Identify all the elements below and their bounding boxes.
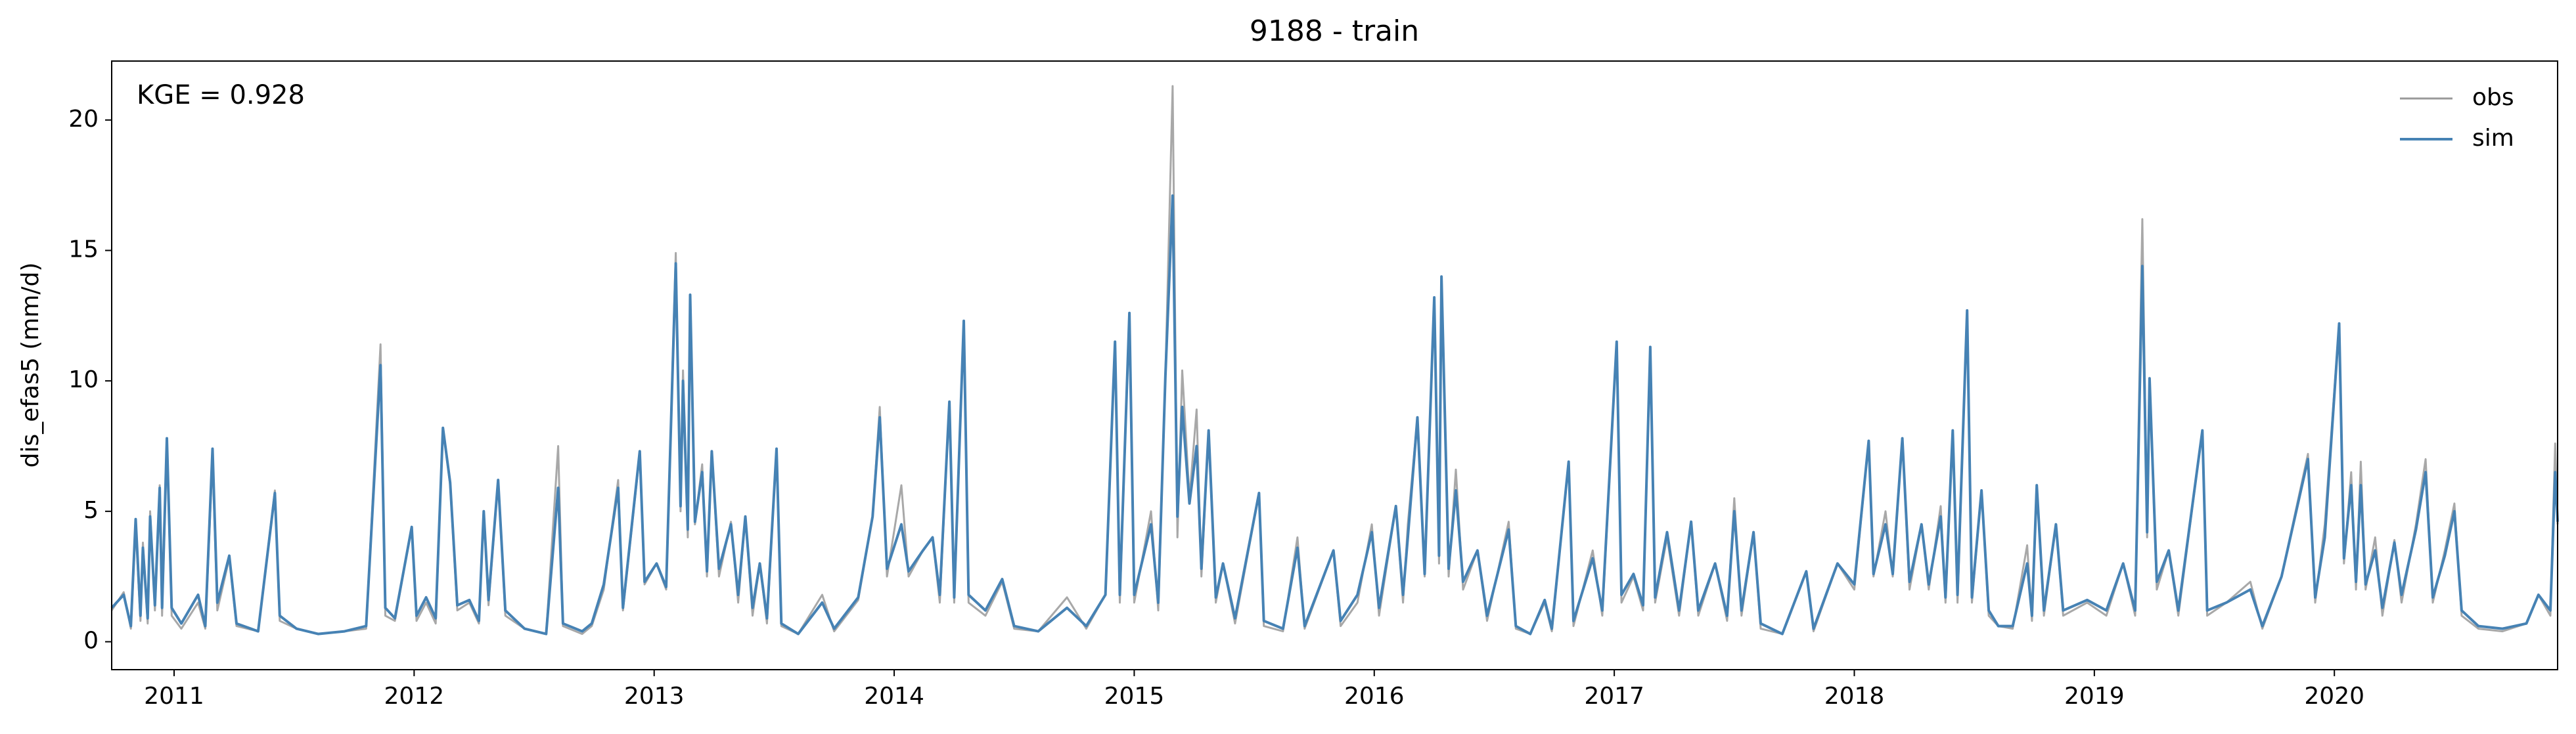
x-tick-label: 2014 [864,683,924,710]
y-tick-label: 5 [83,497,99,524]
y-axis-label: dis_efas5 (mm/d) [17,263,44,468]
y-tick-label: 15 [68,236,99,263]
x-tick-label: 2020 [2304,683,2364,710]
annotation: KGE = 0.928 [137,80,305,110]
legend-label: obs [2472,84,2514,111]
y-tick-label: 0 [83,627,99,654]
x-tick-label: 2018 [1824,683,1885,710]
chart-title: 9188 - train [1250,14,1419,48]
x-tick-label: 2012 [384,683,445,710]
x-tick-label: 2013 [624,683,685,710]
x-tick-label: 2016 [1344,683,1405,710]
y-tick-label: 10 [68,366,99,393]
y-tick-label: 20 [68,106,99,133]
x-tick-label: 2011 [144,683,204,710]
plot-frame [111,60,2558,670]
legend-label: sim [2472,125,2514,152]
series-line [110,194,2559,636]
x-tick-label: 2019 [2064,683,2125,710]
x-tick-label: 2015 [1104,683,1165,710]
x-tick-label: 2017 [1584,683,1644,710]
